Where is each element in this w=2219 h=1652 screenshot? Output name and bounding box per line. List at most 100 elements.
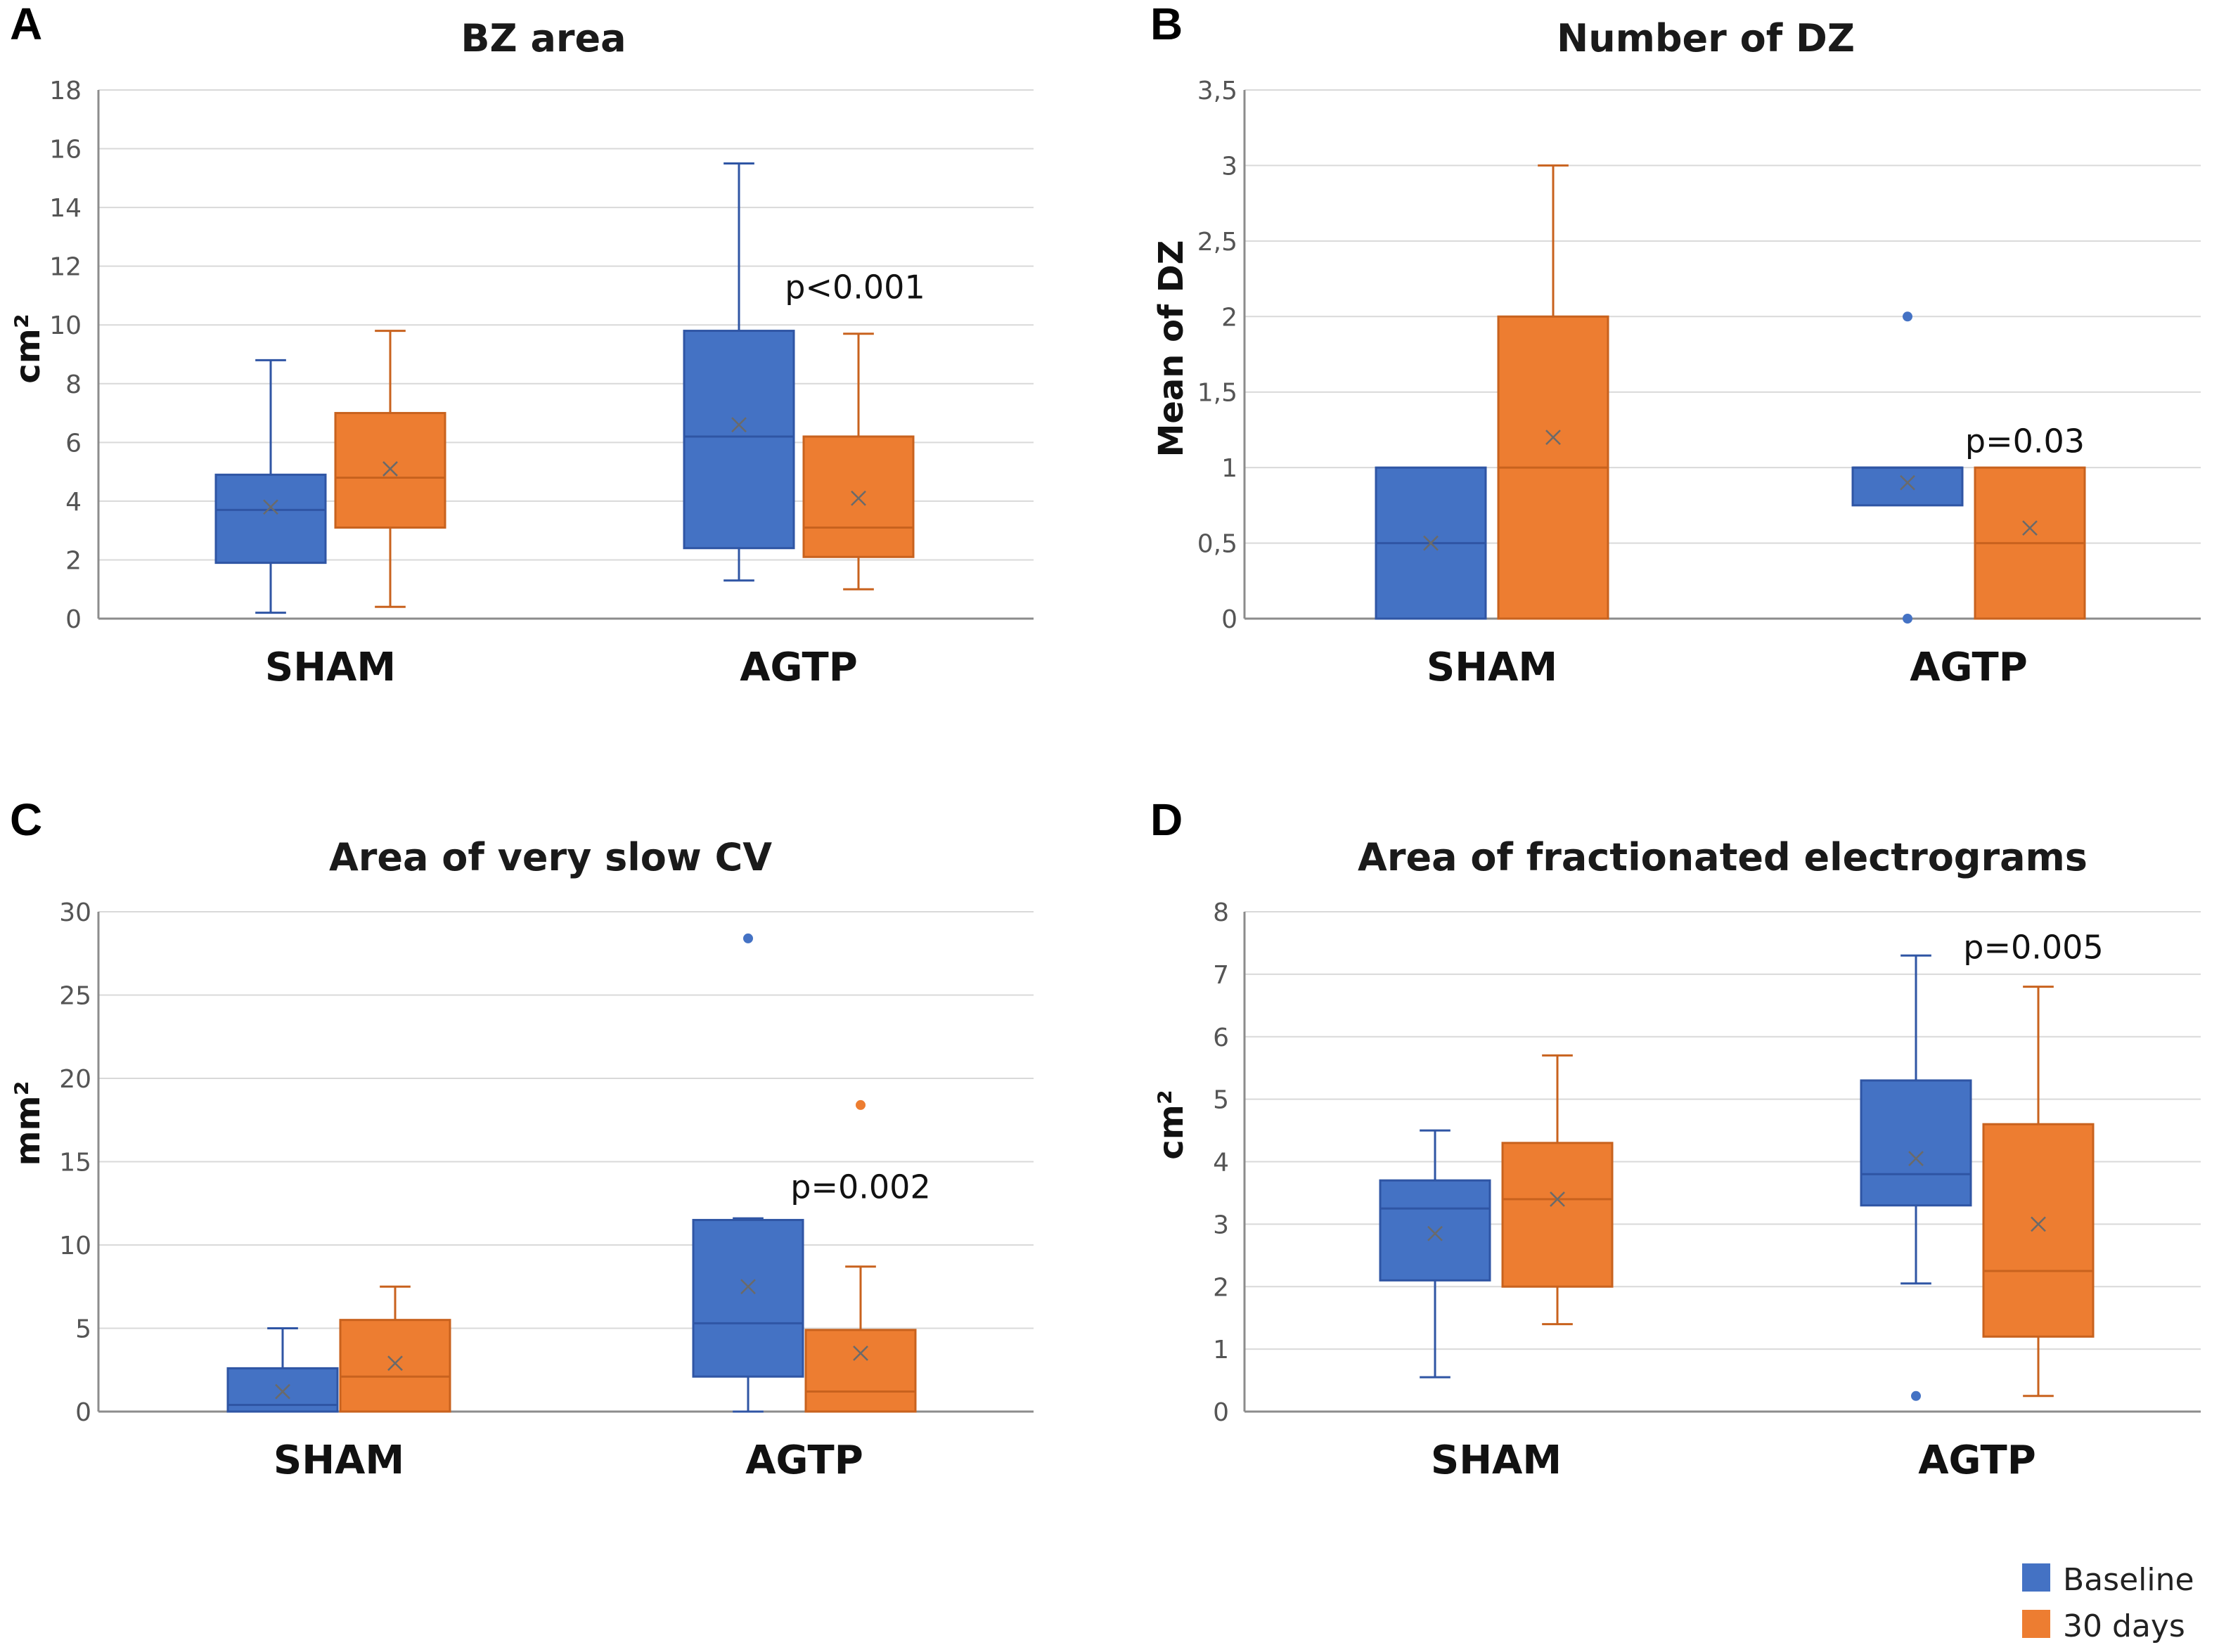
y-tick-label: 15 xyxy=(59,1149,91,1177)
mean-marker-baseline xyxy=(1427,1225,1443,1241)
chart-title: Area of very slow CV xyxy=(329,835,772,879)
y-axis-label: mm² xyxy=(8,1080,48,1166)
category-label: AGTP xyxy=(745,1438,863,1483)
outlier-point-baseline xyxy=(1903,311,1912,322)
mean-marker-30-days xyxy=(2022,520,2038,536)
mean-marker-baseline xyxy=(1908,1151,1924,1166)
box-baseline xyxy=(692,1218,804,1378)
box-baseline xyxy=(214,473,327,564)
legend-swatch-30-days xyxy=(2022,1610,2050,1638)
y-tick-label: 7 xyxy=(1213,961,1229,990)
y-tick-label: 6 xyxy=(1213,1024,1229,1052)
y-tick-label: 3,5 xyxy=(1197,77,1237,105)
y-tick-label: 5 xyxy=(1213,1086,1229,1115)
panel-b: B Number of DZ Mean of DZ 0 0,5 1 1,5 2 2,5 3 3… xyxy=(1150,0,2201,690)
y-tick-label: 0,5 xyxy=(1197,530,1237,559)
chart-title: Area of fractionated electrograms xyxy=(1358,835,2088,879)
y-tick-label: 0 xyxy=(1213,1398,1229,1427)
y-tick-label: 14 xyxy=(49,194,82,223)
box-30-days xyxy=(804,1329,917,1413)
category-label: AGTP xyxy=(1918,1438,2036,1483)
y-tick-label: 5 xyxy=(75,1315,91,1344)
box-30-days xyxy=(1982,1123,2095,1338)
panel-letter: D xyxy=(1150,794,1183,845)
y-axis-label: cm² xyxy=(8,314,48,384)
chart-title: Number of DZ xyxy=(1557,16,1855,60)
category-label: SHAM xyxy=(1431,1438,1562,1483)
outlier-point-baseline xyxy=(1903,614,1912,624)
outlier-point-30-days xyxy=(856,1099,866,1110)
y-tick-label: 3 xyxy=(1221,152,1237,181)
p-value-annotation: p=0.005 xyxy=(1963,929,2103,967)
mean-marker-baseline xyxy=(263,499,278,515)
y-tick-label: 0 xyxy=(75,1398,91,1427)
mean-marker-baseline xyxy=(1900,475,1915,491)
mean-marker-baseline xyxy=(740,1279,756,1295)
mean-marker-30-days xyxy=(382,461,398,477)
box-baseline xyxy=(1851,466,1964,507)
mean-marker-30-days xyxy=(1550,1191,1565,1207)
y-tick-label: 0 xyxy=(65,605,82,634)
outlier-point-baseline xyxy=(1911,1390,1921,1401)
mean-marker-baseline xyxy=(1423,535,1439,551)
y-tick-label: 1,5 xyxy=(1197,379,1237,408)
y-tick-label: 1 xyxy=(1221,454,1237,483)
y-tick-label: 10 xyxy=(59,1232,91,1260)
y-tick-label: 8 xyxy=(65,370,82,399)
mean-marker-baseline xyxy=(275,1383,290,1400)
y-tick-label: 10 xyxy=(49,311,82,340)
panel-letter: A xyxy=(10,0,42,49)
y-tick-label: 8 xyxy=(1213,898,1229,927)
category-label: AGTP xyxy=(740,645,858,690)
p-value-annotation: p<0.001 xyxy=(785,269,925,306)
outlier-point-baseline xyxy=(743,933,753,943)
box-baseline xyxy=(1379,1179,1491,1282)
y-tick-label: 25 xyxy=(59,982,91,1011)
box-30-days xyxy=(334,412,446,529)
y-tick-label: 16 xyxy=(49,136,82,164)
legend-label-baseline: Baseline xyxy=(2063,1562,2194,1598)
y-tick-label: 20 xyxy=(59,1065,91,1094)
y-tick-label: 0 xyxy=(1221,605,1237,634)
y-tick-label: 4 xyxy=(65,488,82,517)
y-axis-label: Mean of DZ xyxy=(1152,240,1191,458)
box-30-days xyxy=(802,435,915,558)
chart-title: BZ area xyxy=(461,16,626,60)
y-tick-label: 2,5 xyxy=(1197,228,1237,257)
panel-d: D Area of fractionated electrograms cm² … xyxy=(1150,794,2201,1483)
y-axis-label: cm² xyxy=(1152,1090,1191,1160)
mean-marker-baseline xyxy=(731,417,747,433)
category-label: AGTP xyxy=(1910,645,2028,690)
mean-marker-30-days xyxy=(1545,430,1561,446)
box-baseline xyxy=(683,330,795,550)
category-label: SHAM xyxy=(1427,645,1557,690)
legend-label-30-days: 30 days xyxy=(2063,1608,2185,1644)
panel-letter: B xyxy=(1150,0,1183,49)
y-tick-label: 2 xyxy=(1213,1273,1229,1302)
y-tick-label: 12 xyxy=(49,253,82,282)
p-value-annotation: p=0.03 xyxy=(1965,422,2085,460)
legend: Baseline 30 days xyxy=(2022,1562,2194,1644)
y-tick-label: 4 xyxy=(1213,1149,1229,1177)
p-value-annotation: p=0.002 xyxy=(790,1168,930,1206)
y-tick-label: 30 xyxy=(59,898,91,927)
panel-letter: C xyxy=(10,794,42,845)
y-tick-label: 2 xyxy=(1221,303,1237,332)
box-30-days xyxy=(1501,1142,1614,1288)
y-tick-label: 6 xyxy=(65,429,82,458)
category-label: SHAM xyxy=(265,645,396,690)
legend-swatch-baseline xyxy=(2022,1563,2050,1592)
box-baseline xyxy=(1860,1079,1972,1207)
y-tick-label: 18 xyxy=(49,77,82,105)
box-30-days xyxy=(339,1319,451,1413)
y-tick-label: 2 xyxy=(65,546,82,575)
mean-marker-30-days xyxy=(853,1346,868,1361)
panel-a: A BZ area cm² 0 2 4 6 8 10 12 14 16 18 SHAM AGTP p<0… xyxy=(8,0,1034,690)
category-label: SHAM xyxy=(274,1438,404,1483)
mean-marker-30-days xyxy=(851,490,866,506)
mean-marker-30-days xyxy=(387,1355,403,1372)
y-tick-label: 3 xyxy=(1213,1211,1229,1239)
y-tick-label: 1 xyxy=(1213,1336,1229,1364)
panel-c: C Area of very slow CV mm² 0 5 10 15 20 25 30 S… xyxy=(8,794,1034,1483)
